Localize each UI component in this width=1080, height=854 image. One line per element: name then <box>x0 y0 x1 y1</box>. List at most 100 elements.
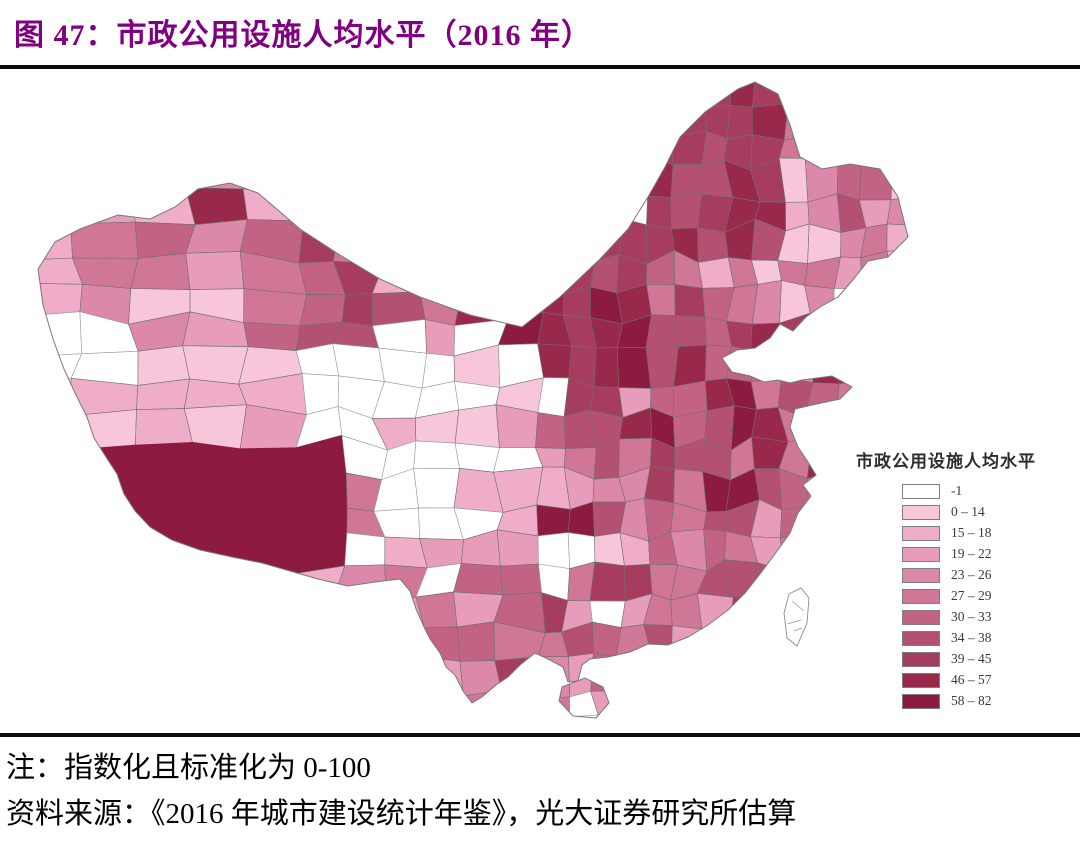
map-cell <box>124 503 193 540</box>
map-cell <box>806 560 838 601</box>
map-cell <box>463 136 499 169</box>
map-cell <box>244 82 295 106</box>
map-cell <box>750 322 781 351</box>
map-cell <box>128 621 191 663</box>
map-cell <box>750 622 786 667</box>
map-cell <box>461 100 503 139</box>
map-cell <box>542 716 570 718</box>
map-cell <box>240 656 303 695</box>
map-cell <box>69 409 137 451</box>
map-cell <box>779 660 811 696</box>
map-cell <box>833 288 863 318</box>
map-cell <box>670 593 703 630</box>
map-cell <box>70 221 139 259</box>
legend-label: 46 – 57 <box>951 672 992 688</box>
map-cell <box>834 82 865 110</box>
map-cell <box>589 561 626 602</box>
map-cell <box>754 715 787 718</box>
map-cell <box>375 621 425 668</box>
map-cell <box>561 82 595 104</box>
map-cell <box>497 249 544 289</box>
map-cell <box>858 104 893 138</box>
map-cell <box>807 95 840 136</box>
map-cell <box>38 499 81 538</box>
map-cell <box>243 497 306 543</box>
map-cell <box>134 597 194 633</box>
map-cell <box>750 377 782 410</box>
china-choropleth-map <box>37 81 949 733</box>
map-cell <box>535 412 566 449</box>
map-cell <box>915 415 941 441</box>
map-cell <box>73 530 126 573</box>
map-cell <box>185 159 248 190</box>
map-cell <box>371 253 424 294</box>
map-cell <box>491 82 541 102</box>
map-cell <box>752 562 785 603</box>
legend-item: 0 – 14 <box>902 503 1065 524</box>
legend-swatch <box>902 693 940 709</box>
map-cell <box>593 347 620 388</box>
map-cell <box>38 446 81 480</box>
map-cell <box>189 661 250 695</box>
map-cell <box>72 257 139 289</box>
map-cell <box>299 134 341 166</box>
map-cell <box>919 312 949 355</box>
legend-label: 39 – 45 <box>951 651 992 667</box>
map-cell <box>454 404 500 449</box>
map-cell <box>537 377 570 417</box>
map-cell <box>243 288 307 327</box>
map-cell <box>751 103 789 141</box>
map-cell <box>858 82 893 110</box>
legend-swatch <box>902 609 940 625</box>
map-cell <box>564 218 599 263</box>
legend-swatch <box>902 588 940 604</box>
map-cell <box>615 656 654 694</box>
map-cell <box>371 82 428 109</box>
map-cell <box>337 82 381 109</box>
map-cell <box>861 343 895 382</box>
map-cell <box>495 157 546 192</box>
map-cell <box>125 82 194 105</box>
map-cell <box>535 98 566 140</box>
legend-swatch <box>902 630 940 646</box>
map-cell <box>563 158 599 203</box>
map-cell <box>125 97 185 140</box>
map-cell <box>671 625 707 660</box>
map-cell <box>495 190 540 224</box>
legend-label: 19 – 22 <box>951 546 992 562</box>
map-cell <box>642 157 674 199</box>
map-cell <box>886 250 908 296</box>
map-cell <box>504 723 545 733</box>
map-cell <box>183 721 246 733</box>
map-cell <box>592 159 620 196</box>
legend-item: 46 – 57 <box>902 671 1065 692</box>
map-cell <box>332 691 377 718</box>
map-cell <box>417 157 469 201</box>
map-cell <box>416 626 461 662</box>
legend-label: 27 – 29 <box>951 588 992 604</box>
map-cell <box>891 137 908 171</box>
map-cell <box>418 231 466 262</box>
map-cell <box>809 312 836 355</box>
map-cell <box>671 654 707 691</box>
map-cell <box>130 252 191 291</box>
map-cell <box>861 378 890 412</box>
map-cell <box>781 715 815 718</box>
map-cell <box>375 694 429 718</box>
legend-swatch <box>902 672 940 688</box>
map-cell <box>125 657 191 695</box>
map-cell <box>833 315 863 354</box>
map-cell <box>751 82 789 108</box>
map-cell <box>453 563 504 596</box>
map-cell <box>73 499 130 534</box>
map-cell <box>414 82 464 106</box>
figure-note: 注：指数化且标准化为 0-100 <box>6 752 371 784</box>
map-cell <box>38 561 84 603</box>
map-cell <box>296 622 340 658</box>
map-cell <box>806 435 842 479</box>
map-cell <box>860 288 895 327</box>
map-cell <box>891 101 908 139</box>
map-cell <box>74 657 130 693</box>
map-cell <box>240 626 303 668</box>
legend-label: 30 – 33 <box>951 609 992 625</box>
